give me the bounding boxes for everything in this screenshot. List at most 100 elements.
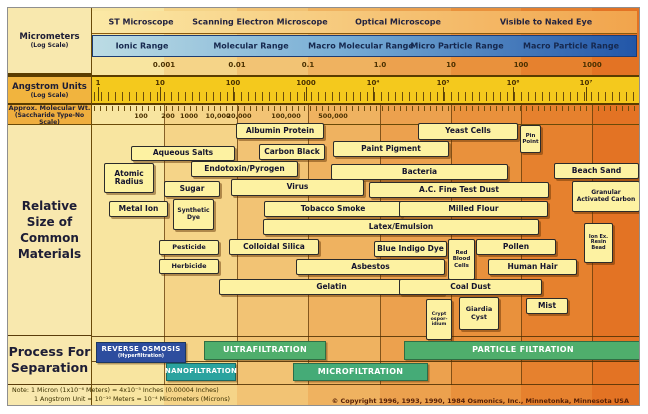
herbicide-label: Herbicide — [171, 261, 207, 270]
aqueous-salts-label: Aqueous Salts — [152, 148, 214, 158]
range-label: Macro Molecular Range — [308, 41, 414, 51]
particle-filtration-label: PARTICLE FILTRATION — [472, 345, 574, 355]
synthetic-dye-label: Synthetic — [177, 206, 210, 214]
microfiltration: MICROFILTRATION — [293, 363, 428, 381]
nanofiltration: NANOFILTRATION — [165, 363, 237, 381]
human-hair-label: Human Hair — [507, 261, 558, 271]
synthetic-dye: Synthetic Dye — [173, 199, 214, 230]
cryptosporidium-label: idium — [431, 322, 447, 328]
red-blood-cells: Red Blood Cells — [448, 239, 475, 280]
copyright-text: © Copyright 1996, 1993, 1990, 1984 Osmon… — [331, 397, 629, 405]
angstrom-major-tick — [98, 87, 99, 101]
filtration-spectrum-chart: ST Microscope Scanning Electron Microscop… — [7, 7, 640, 406]
micrometers-axis-label: Micrometers (Log Scale) — [8, 8, 92, 75]
red-blood-cells-label: Red — [455, 250, 468, 257]
asbestos: Asbestos — [296, 259, 445, 275]
process-label-line: Separation — [10, 360, 89, 375]
angstrom-tick: 100 — [225, 79, 241, 87]
atomic-radius: Atomic Radius — [104, 163, 154, 193]
paint-pigment: Paint Pigment — [333, 141, 449, 157]
angstrom-minor-ticks — [94, 92, 635, 101]
virus-label: Virus — [286, 182, 309, 192]
coal-dust: Coal Dust — [399, 279, 542, 295]
granular-activated-carbon-label: Activated Carbon — [576, 195, 636, 203]
paint-pigment-label: Paint Pigment — [361, 143, 421, 153]
angstrom-major-tick — [586, 87, 587, 101]
angstrom-major-tick — [513, 87, 514, 101]
colloidal-silica: Colloidal Silica — [229, 239, 319, 255]
giardia-cyst-label: Cyst — [471, 312, 487, 321]
atomic-radius-label: Radius — [114, 177, 144, 186]
molwt-tick: 20,000 — [226, 112, 252, 120]
angstrom-major-tick — [233, 87, 234, 101]
pin-point-label: Point — [522, 139, 539, 145]
micrometers-label: Micrometers — [19, 32, 80, 42]
reverse-osmosis-label: REVERSE OSMOSIS — [101, 345, 181, 354]
molwt-tick: 200 — [161, 112, 175, 120]
ion-ex-resin-bead-label: Bead — [591, 244, 606, 251]
albumin-protein: Albumin Protein — [236, 123, 324, 139]
micrometer-tick: 100 — [513, 61, 529, 69]
pesticide-label: Pesticide — [172, 242, 206, 251]
main-area-bottom-line — [8, 336, 639, 337]
sugar-label: Sugar — [179, 183, 205, 193]
molwt-label: Approx. Molecular Wt. — [8, 103, 91, 112]
particle-filtration: PARTICLE FILTRATION — [404, 341, 639, 360]
pin-point: Pin Point — [520, 125, 541, 153]
tobacco-smoke: Tobacco Smoke — [264, 201, 402, 217]
endotoxin-pyrogen-label: Endotoxin/Pyrogen — [204, 163, 285, 173]
atomic-radius-label: Atomic — [114, 168, 144, 178]
range-label: Molecular Range — [213, 41, 289, 51]
ac-fine-test-dust: A.C. Fine Test Dust — [369, 182, 549, 198]
giardia-cyst: Giardia Cyst — [459, 297, 499, 330]
reverse-osmosis: REVERSE OSMOSIS (Hyperfiltration) — [96, 342, 186, 363]
synthetic-dye-label: Dye — [187, 213, 200, 221]
ultrafiltration-label: ULTRAFILTRATION — [223, 345, 307, 355]
note-corner — [8, 385, 92, 405]
angstrom-tick: 1 — [95, 79, 101, 87]
range-label: Micro Particle Range — [410, 41, 504, 51]
angstrom-tick: 1000 — [296, 79, 316, 87]
materials-label-line: Relative — [21, 198, 78, 213]
metal-ion: Metal Ion — [109, 201, 168, 217]
molwt-tick: 1000 — [179, 112, 199, 120]
angstrom-tick: 10⁷ — [579, 79, 593, 87]
latex-emulsion: Latex/Emulsion — [263, 219, 539, 235]
microscope-label: ST Microscope — [108, 17, 174, 27]
colloidal-silica-label: Colloidal Silica — [243, 241, 305, 251]
angstrom-major-tick — [373, 87, 374, 101]
albumin-protein-label: Albumin Protein — [245, 125, 315, 135]
microfiltration-label: MICROFILTRATION — [317, 366, 404, 376]
bacteria-label: Bacteria — [401, 166, 438, 176]
endotoxin-pyrogen: Endotoxin/Pyrogen — [191, 161, 298, 177]
ion-ex-resin-bead-label: Resin — [590, 239, 607, 246]
ac-fine-test-dust-label: A.C. Fine Test Dust — [419, 184, 499, 194]
angstrom-tick: 10⁵ — [436, 79, 450, 87]
angstrom-tick: 10⁴ — [366, 79, 380, 87]
molwt-axis-label: Approx. Molecular Wt. (Saccharide Type-N… — [8, 103, 92, 126]
angstrom-label: Angstrom Units — [12, 81, 87, 92]
mist: Mist — [526, 298, 568, 314]
micrometer-scale: 0.001 0.01 0.1 1.0 10 100 1000 — [8, 57, 639, 75]
pollen: Pollen — [476, 239, 556, 255]
gelatin-label: Gelatin — [316, 281, 347, 291]
angstrom-major-tick — [306, 87, 307, 101]
blue-indigo-dye-label: Blue Indigo Dye — [377, 243, 444, 253]
virus: Virus — [231, 179, 364, 196]
metal-ion-label: Metal Ion — [118, 203, 159, 213]
footnote-line1: Note: 1 Micron (1x10⁻⁶ Meters) = 4x10⁻⁵ … — [12, 387, 219, 394]
granular-activated-carbon-label: Granular — [591, 188, 621, 196]
materials-section-label: Relative Size of Common Materials — [8, 125, 92, 336]
angstrom-tick: 10 — [155, 79, 165, 87]
human-hair: Human Hair — [488, 259, 577, 275]
red-blood-cells-label: Blood — [452, 256, 471, 263]
micrometer-tick: 0.01 — [228, 61, 246, 69]
molwt-tick: 10,000 — [205, 112, 231, 120]
cryptosporidium-label: Crypt — [431, 311, 447, 317]
process-bottom-line — [92, 384, 639, 385]
carbon-black: Carbon Black — [259, 144, 325, 160]
range-label: Macro Particle Range — [523, 41, 619, 51]
angstrom-major-tick — [160, 87, 161, 101]
granular-activated-carbon: Granular Activated Carbon — [572, 181, 639, 212]
micrometer-tick: 0.001 — [152, 61, 176, 69]
